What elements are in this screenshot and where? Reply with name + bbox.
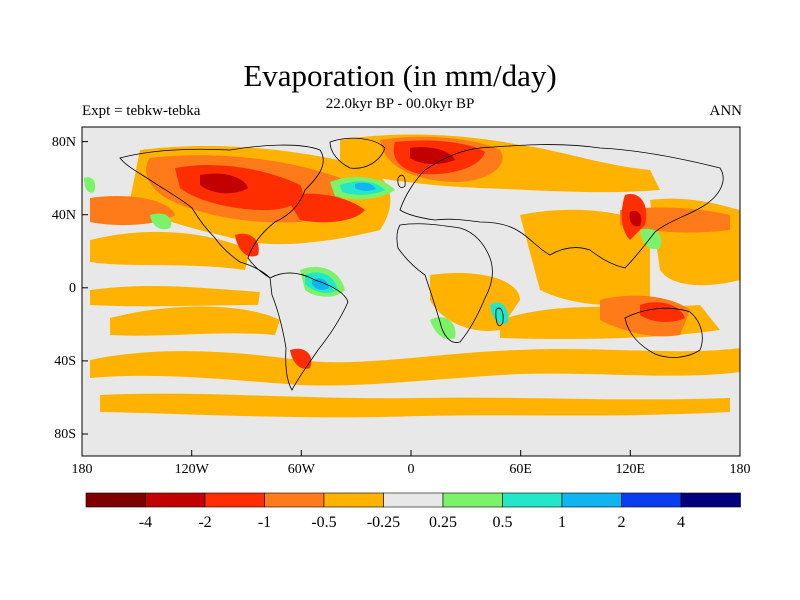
coastline-australia bbox=[624, 307, 703, 358]
season-label: ANN bbox=[709, 103, 743, 119]
lat-label: 80N bbox=[52, 135, 76, 150]
map-field bbox=[82, 127, 740, 456]
field-region bbox=[629, 210, 642, 227]
colorbar-label: 2 bbox=[618, 514, 626, 531]
coastline-south-america bbox=[269, 272, 349, 391]
lat-label: 80S bbox=[54, 427, 76, 442]
lon-label: 180 bbox=[72, 462, 93, 477]
coastline-madagascar bbox=[495, 307, 504, 327]
colorbar-label: -1 bbox=[258, 514, 271, 531]
colorbar-label: 4 bbox=[677, 514, 685, 531]
coastline-uk bbox=[397, 174, 406, 188]
field-region bbox=[520, 209, 650, 306]
colorbar-label: 0.5 bbox=[493, 514, 513, 531]
field-region bbox=[640, 302, 685, 322]
coastline-north-america bbox=[119, 144, 324, 279]
field-region bbox=[150, 213, 172, 230]
lat-label: 40N bbox=[52, 208, 76, 223]
field-region bbox=[200, 173, 248, 194]
lon-label: 60E bbox=[509, 462, 532, 477]
lon-label: 180 bbox=[730, 462, 751, 477]
lon-label: 120W bbox=[175, 462, 210, 477]
colorbar-swatch bbox=[145, 492, 206, 508]
colorbar-label: -4 bbox=[139, 514, 152, 531]
coastlines bbox=[119, 137, 724, 391]
field-region bbox=[90, 231, 250, 270]
coastline-greenland bbox=[329, 137, 386, 169]
field-region bbox=[90, 348, 740, 386]
colorbar-swatch bbox=[561, 492, 622, 508]
lon-label: 0 bbox=[408, 462, 415, 477]
field-region bbox=[355, 182, 376, 191]
colorbar: -4 -2 -1 -0.5 -0.25 0.25 0.5 1 2 4 bbox=[85, 492, 741, 531]
field-region bbox=[100, 393, 730, 418]
colorbar-label: -0.5 bbox=[311, 514, 336, 531]
field-region bbox=[110, 306, 280, 336]
colorbar-swatch bbox=[323, 492, 384, 508]
coastline-eurasia bbox=[399, 144, 724, 269]
colorbar-label: -0.25 bbox=[367, 514, 400, 531]
colorbar-swatch bbox=[442, 492, 503, 508]
field-region bbox=[290, 348, 312, 369]
colorbar-swatch bbox=[502, 492, 563, 508]
field-region bbox=[235, 233, 259, 257]
plot-subtitle: 22.0kyr BP - 00.0kyr BP bbox=[325, 96, 475, 112]
field-region bbox=[410, 147, 455, 164]
field-region bbox=[285, 193, 365, 223]
lon-label: 60W bbox=[288, 462, 316, 477]
lon-axis: 180 120W 60W 0 60E 120E 180 bbox=[72, 450, 751, 477]
field-region bbox=[430, 317, 456, 340]
field-region bbox=[312, 278, 329, 290]
colorbar-label: 0.25 bbox=[429, 514, 457, 531]
colorbar-swatch bbox=[383, 492, 444, 508]
colorbar-swatch bbox=[621, 492, 682, 508]
colorbar-swatch bbox=[680, 492, 741, 508]
colorbar-label: 1 bbox=[558, 514, 566, 531]
colorbar-swatch bbox=[264, 492, 325, 508]
coastline-africa bbox=[396, 223, 493, 343]
lon-label: 120E bbox=[616, 462, 646, 477]
field-region bbox=[84, 177, 96, 193]
lat-label: 0 bbox=[69, 281, 76, 296]
lat-label: 40S bbox=[54, 354, 76, 369]
field-region bbox=[90, 286, 260, 307]
field-region bbox=[490, 302, 509, 325]
lat-axis: 80N 40N 0 40S 80S bbox=[52, 135, 88, 442]
colorbar-swatch bbox=[204, 492, 265, 508]
colorbar-swatch bbox=[85, 492, 146, 508]
colorbar-label: -2 bbox=[198, 514, 211, 531]
experiment-label: Expt = tebkw-tebka bbox=[82, 103, 201, 119]
plot-title: Evaporation (in mm/day) bbox=[243, 58, 557, 93]
